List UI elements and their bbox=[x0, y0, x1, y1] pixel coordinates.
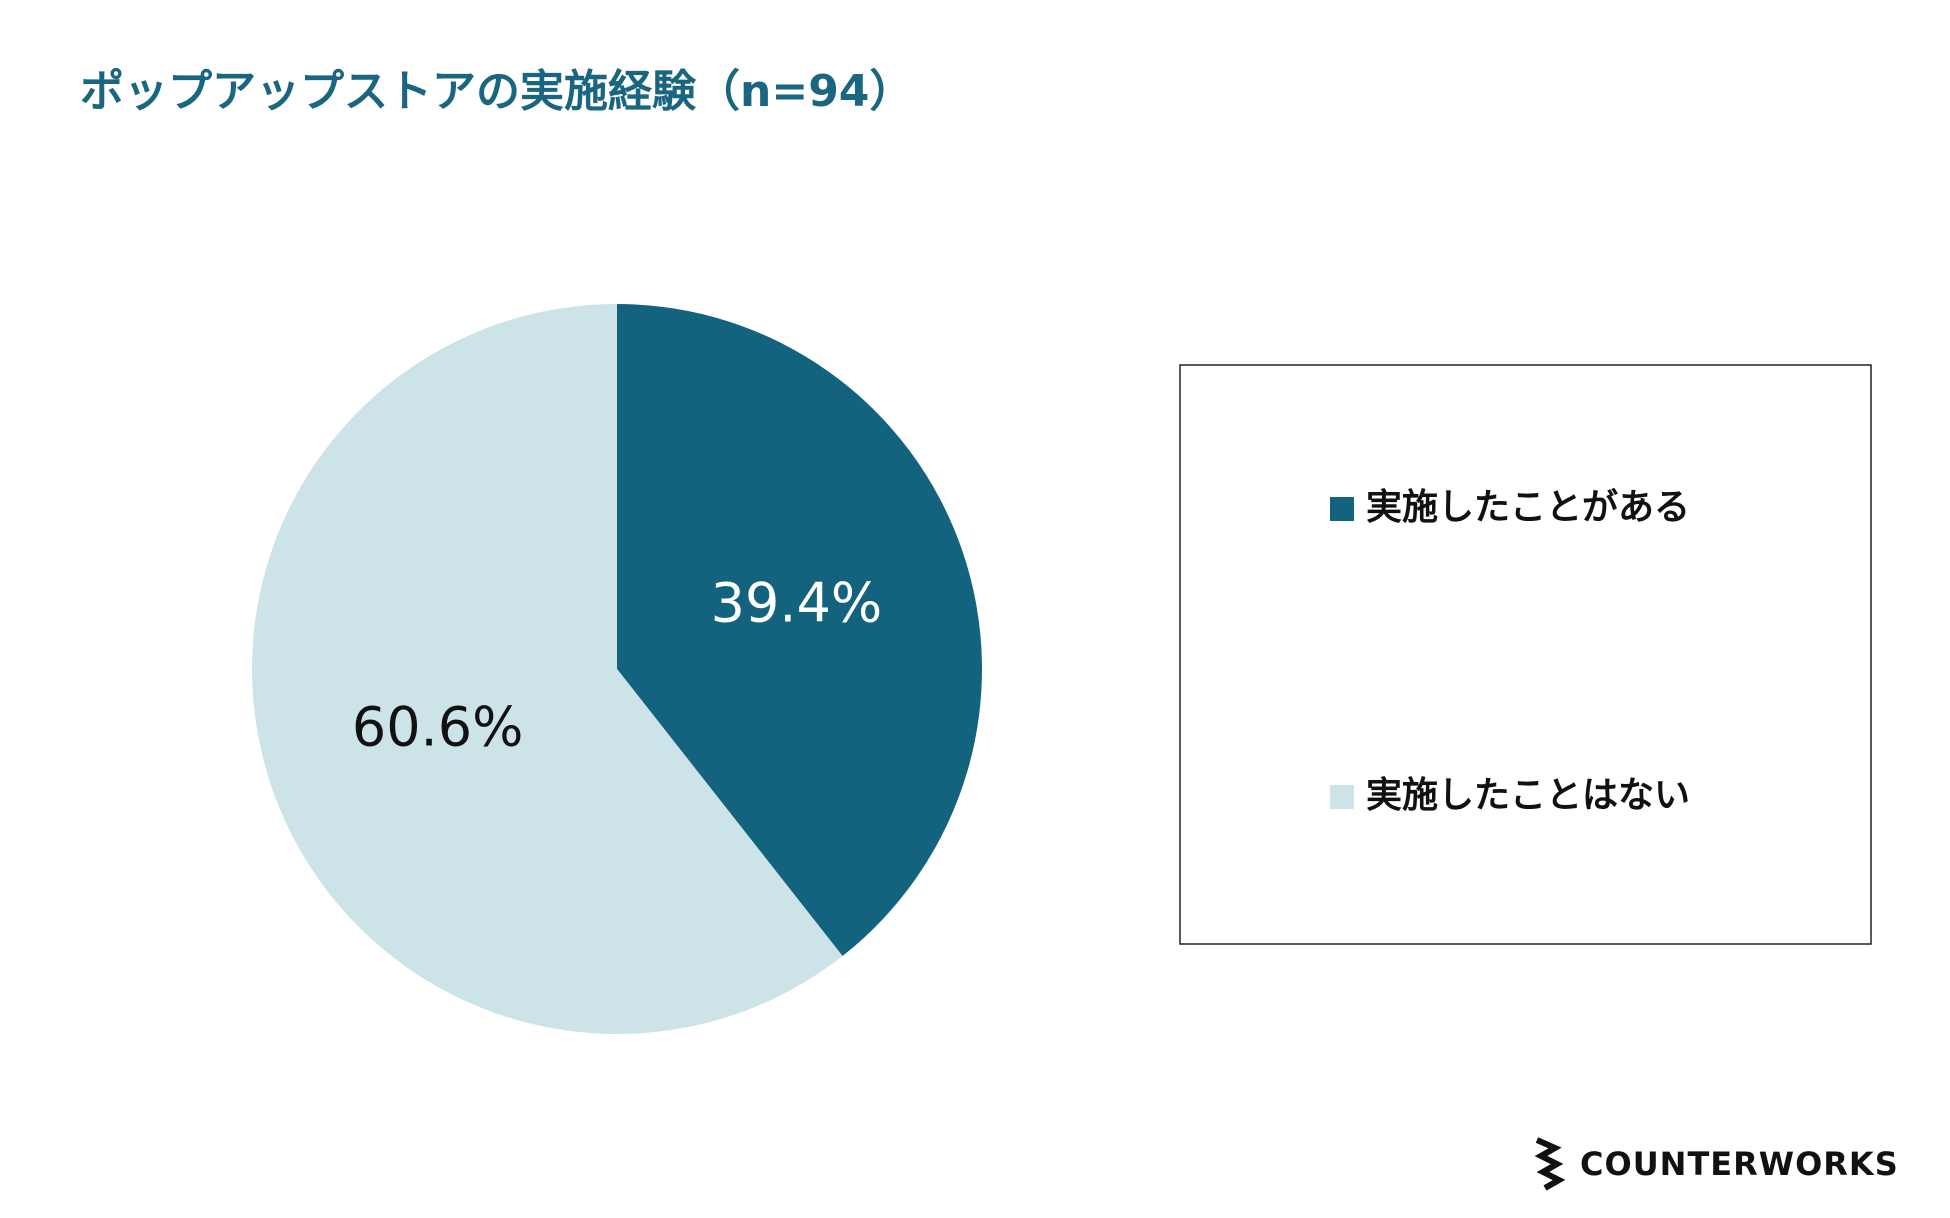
chart-title: ポップアップストアの実施経験（n=94） bbox=[80, 66, 913, 117]
logo-icon bbox=[1534, 1137, 1566, 1191]
legend-label: 実施したことがある bbox=[1366, 487, 1690, 528]
data-label: 60.6% bbox=[352, 696, 524, 759]
legend-label: 実施したことはない bbox=[1366, 775, 1690, 816]
legend-swatch bbox=[1330, 785, 1354, 809]
pie-slice bbox=[252, 304, 843, 1034]
legend-swatch bbox=[1330, 497, 1354, 521]
legend-box bbox=[1179, 364, 1872, 945]
logo: COUNTERWORKS bbox=[1534, 1137, 1899, 1191]
pie-slice bbox=[617, 304, 982, 956]
logo-text: COUNTERWORKS bbox=[1580, 1145, 1899, 1183]
data-label: 39.4% bbox=[711, 572, 883, 635]
